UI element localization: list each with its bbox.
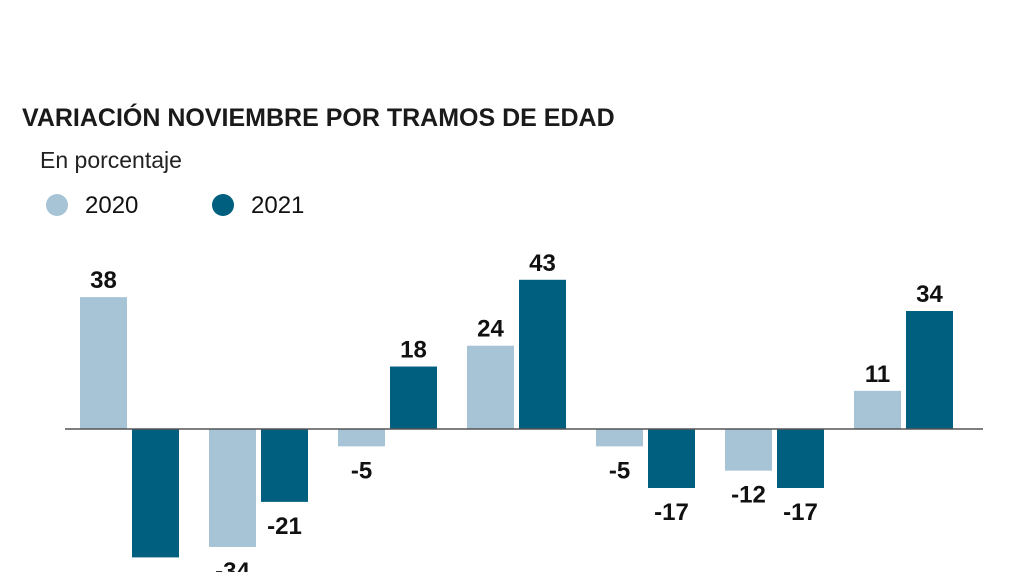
bar	[519, 279, 566, 429]
chart-subtitle: En porcentaje	[40, 147, 182, 173]
legend-label: 2020	[85, 192, 138, 219]
bar	[80, 297, 127, 429]
value-label: -5	[609, 457, 630, 484]
value-label: 38	[90, 267, 117, 294]
bar	[390, 366, 437, 429]
bar	[338, 429, 385, 447]
legend-label: 2021	[251, 192, 304, 219]
header-label: 2021	[553, 0, 606, 2]
bar	[725, 429, 772, 471]
value-label: -17	[783, 499, 818, 526]
value-label: 11	[865, 361, 890, 388]
value-label: -17	[654, 499, 689, 526]
bar	[854, 390, 901, 429]
legend-swatch	[46, 194, 68, 216]
value-label: 24	[477, 316, 504, 343]
value-label: -34	[215, 558, 250, 572]
bar	[596, 429, 643, 447]
value-label: 18	[400, 337, 427, 364]
chart-title: VARIACIÓN NOVIEMBRE POR TRAMOS DE EDAD	[22, 102, 615, 132]
legend-swatch	[212, 194, 234, 216]
bar	[132, 429, 179, 558]
value-label: 34	[916, 281, 943, 308]
value-label: -21	[267, 513, 302, 540]
bar	[467, 345, 514, 429]
bar	[906, 311, 953, 429]
bar	[648, 429, 695, 488]
bar	[261, 429, 308, 502]
header-label: 2020	[98, 0, 151, 2]
value-label: -37	[138, 568, 173, 572]
value-label: -5	[351, 457, 372, 484]
bar	[777, 429, 824, 488]
value-label: -12	[731, 482, 766, 509]
bar	[209, 429, 256, 547]
value-label: 43	[529, 250, 556, 277]
